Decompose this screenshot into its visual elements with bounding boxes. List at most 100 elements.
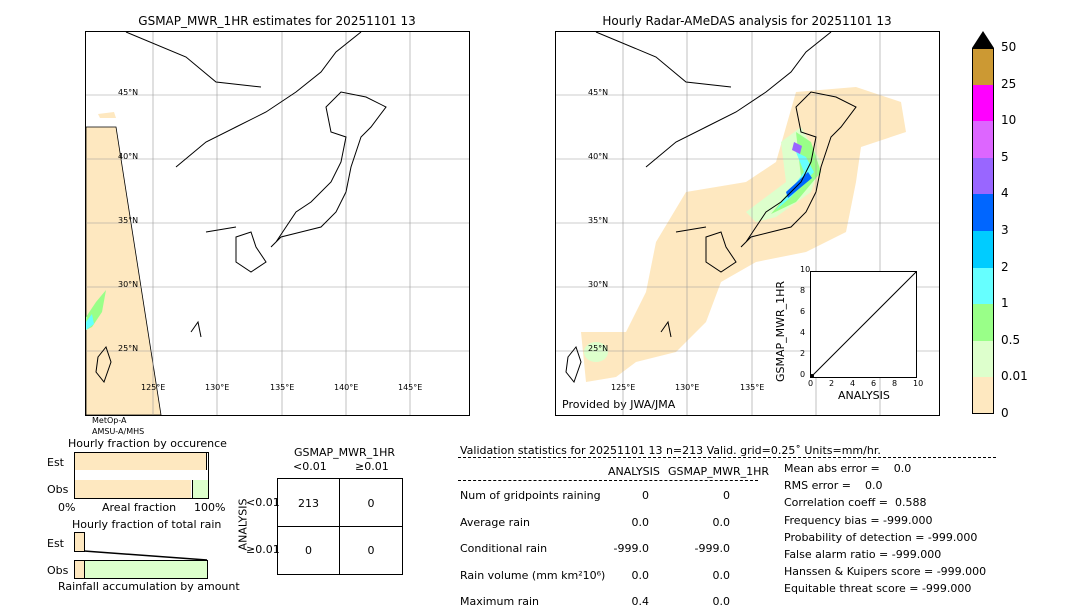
inset-scatter	[810, 271, 917, 378]
inset-x-tick: 10	[913, 379, 924, 388]
inset-y-tick: 8	[800, 286, 806, 295]
latitude-label: 35°N	[588, 216, 609, 225]
longitude-label: 145°E	[398, 383, 423, 392]
colorbar-extend-arrow	[972, 31, 994, 48]
latitude-label: 25°N	[588, 344, 609, 353]
colorbar-tick-label: 25	[1001, 76, 1017, 91]
stat-gsmap: 0.0	[712, 568, 731, 582]
contingency-table: 213 0 0 0	[277, 478, 403, 575]
credit-text: Provided by JWA/JMA	[562, 398, 676, 411]
coastline	[95, 32, 387, 384]
colorbar-segment	[972, 48, 994, 85]
latitude-label: 45°N	[118, 88, 139, 97]
total-rain-footer: Rainfall accumulation by amount	[58, 580, 240, 593]
analysis-coverage	[581, 87, 906, 382]
latitude-label: 30°N	[118, 280, 139, 289]
colorbar-segment	[972, 377, 994, 414]
score-line: Hanssen & Kuipers score = -999.000	[784, 565, 987, 579]
score-line: Frequency bias = -999.000	[784, 513, 933, 527]
inset-y-tick: 0	[800, 370, 806, 379]
stat-label: Conditional rain	[460, 542, 548, 555]
left-map-title: GSMAP_MWR_1HR estimates for 20251101 13	[138, 14, 416, 28]
stat-label: Rain volume (mm km²10⁶)	[460, 568, 606, 582]
latitude-label: 40°N	[118, 152, 139, 161]
latitude-label: 25°N	[118, 344, 139, 353]
longitude-label: 135°E	[740, 383, 765, 392]
total-rain-title: Hourly fraction of total rain	[72, 518, 222, 531]
colorbar-tick-label: 50	[1001, 40, 1017, 54]
stat-analysis: 0	[642, 489, 649, 502]
colorbar-segment	[972, 231, 994, 268]
sensor-name: MetOp-A	[92, 416, 127, 425]
total-rain-bars	[74, 532, 208, 579]
stat-analysis: 0.0	[631, 568, 650, 582]
swath-coverage	[86, 126, 162, 415]
axis-0: 0%	[58, 501, 76, 514]
colorbar-segment	[972, 84, 994, 122]
inset-y-tick: 6	[800, 307, 806, 316]
coastline	[565, 32, 857, 384]
colorbar-tick-label: 0.01	[1001, 369, 1028, 384]
longitude-label: 130°E	[675, 383, 700, 392]
inset-y-tick: 2	[800, 349, 806, 358]
row-header: <0.01	[246, 496, 280, 509]
longitude-label: 125°E	[611, 383, 636, 392]
stat-analysis: 0.4	[631, 595, 650, 608]
colorbar-tick-label: 5	[1001, 149, 1009, 164]
cell: 213	[298, 497, 319, 510]
latitude-label: 40°N	[588, 152, 609, 161]
est-label: Est	[47, 456, 64, 469]
row-header: ≥0.01	[246, 543, 280, 556]
occurrence-bars	[74, 452, 209, 499]
colorbar-tick-label: 3	[1001, 223, 1009, 237]
inset-xlabel: ANALYSIS	[838, 389, 890, 402]
axis-100: 100%	[194, 501, 226, 514]
longitude-label: 135°E	[270, 383, 295, 392]
stat-label: Maximum rain	[460, 595, 539, 608]
score-line: Mean abs error = 0.0	[784, 462, 912, 475]
colorbar-tick-label: 0.5	[1001, 332, 1021, 347]
obs-label: Obs	[47, 483, 69, 496]
cell: 0	[305, 544, 312, 557]
colorbar-tick-label: 10	[1001, 113, 1017, 128]
inset-x-tick: 0	[808, 379, 814, 388]
stat-analysis: -999.0	[613, 542, 649, 555]
colorbar-segment	[972, 121, 994, 158]
inset-x-tick: 8	[892, 379, 898, 388]
latitude-label: 35°N	[118, 216, 139, 225]
stat-gsmap: 0.0	[712, 515, 731, 529]
axis-label: Areal fraction	[102, 501, 177, 514]
colorbar-segment	[972, 157, 994, 195]
longitude-label: 125°E	[141, 383, 166, 392]
score-line: Correlation coeff = 0.588	[784, 496, 927, 510]
col-header: <0.01	[293, 460, 327, 473]
longitude-label: 140°E	[334, 383, 359, 392]
inset-y-tick: 10	[800, 265, 811, 274]
stat-analysis: 0.0	[631, 515, 650, 529]
score-line: False alarm ratio = -999.000	[784, 548, 942, 561]
score-line: Equitable threat score = -999.000	[784, 582, 972, 596]
cell: 0	[367, 544, 375, 557]
inset-x-tick: 6	[871, 379, 877, 388]
latitude-label: 30°N	[588, 280, 609, 289]
latitude-label: 45°N	[588, 88, 609, 97]
stat-gsmap: -999.0	[694, 542, 730, 555]
colorbar-frame	[972, 48, 994, 414]
score-line: Probability of detection = -999.000	[784, 530, 978, 544]
occurrence-title: Hourly fraction by occurence	[68, 437, 227, 450]
stat-gsmap: 0	[723, 489, 730, 502]
colorbar-segment	[972, 304, 994, 341]
colorbar-tick-label: 0	[1001, 406, 1009, 420]
inset-x-tick: 4	[850, 379, 856, 388]
colorbar-tick-label: 2	[1001, 259, 1009, 274]
col-analysis: ANALYSIS	[608, 465, 660, 478]
colorbar-tick-label: 4	[1001, 186, 1009, 201]
colorbar-segment	[972, 194, 994, 231]
cell: 0	[367, 497, 375, 510]
colorbar-segment	[972, 340, 994, 378]
inset-ylabel: GSMAP_MWR_1HR	[774, 280, 788, 383]
colorbar-tick-label: 1	[1001, 296, 1009, 311]
validation-header: Validation statistics for 20251101 13 n=…	[460, 444, 881, 457]
obs-label-2: Obs	[47, 564, 69, 577]
inset-y-tick: 4	[800, 328, 806, 337]
